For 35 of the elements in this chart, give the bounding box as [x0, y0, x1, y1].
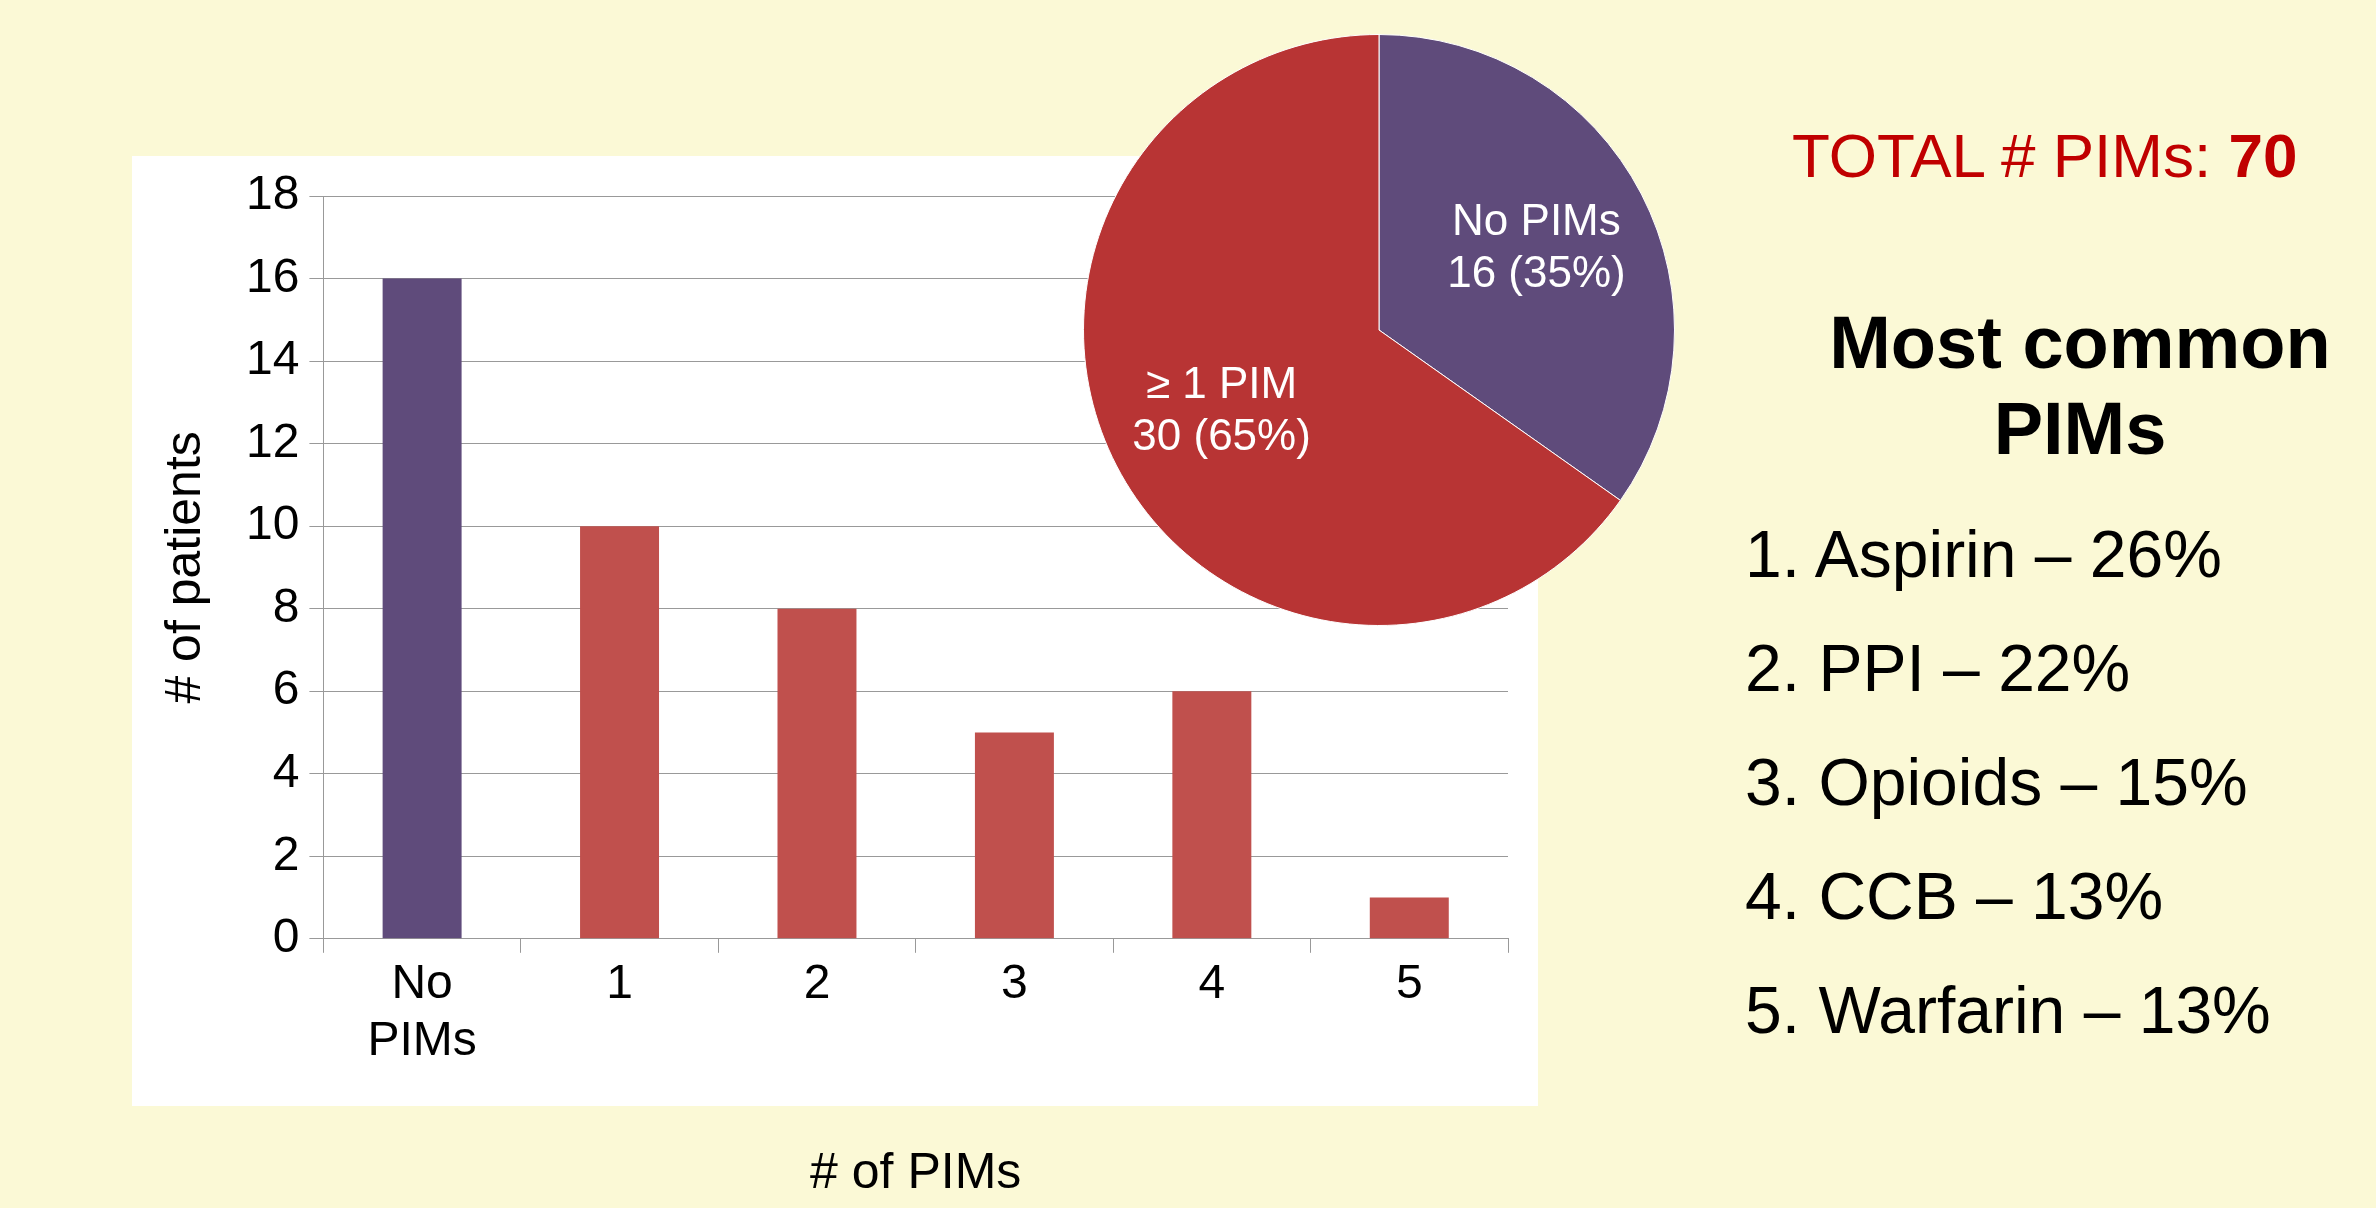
- y-tick-label: 18: [246, 166, 300, 220]
- data-label: 30 (65%): [1132, 409, 1311, 459]
- bar: [1369, 897, 1449, 939]
- text: 3. Opioids – 15%: [1745, 744, 2248, 820]
- x-tick-label: 2: [803, 954, 831, 1008]
- y-tick-label: 10: [246, 496, 300, 550]
- y-tick-label: 16: [246, 248, 300, 302]
- bar: [382, 278, 462, 939]
- x-tick-label: No PIMs: [367, 954, 477, 1066]
- x-tick-label: 4: [1198, 954, 1226, 1008]
- y-tick-label: 8: [272, 578, 300, 632]
- bar: [777, 608, 857, 939]
- bar: [580, 526, 660, 939]
- text: 1. Aspirin – 26%: [1745, 516, 2222, 592]
- text: 4. CCB – 13%: [1745, 858, 2164, 934]
- text: 5. Warfarin – 13%: [1745, 972, 2271, 1048]
- slice-label: No PIMs: [1452, 194, 1621, 244]
- text: 2. PPI – 22%: [1745, 630, 2131, 706]
- y-tick-label: 0: [272, 909, 300, 963]
- x-tick-label: 3: [1001, 954, 1028, 1008]
- y-tick-label: 14: [246, 331, 300, 385]
- bar: [974, 732, 1054, 939]
- y-tick-label: 2: [272, 826, 300, 880]
- y-tick-label: 6: [272, 661, 300, 715]
- text: TOTAL # PIMs: 70: [1792, 120, 2298, 191]
- y-tick-label: 4: [272, 743, 300, 797]
- y-tick-label: 12: [246, 413, 300, 467]
- bar: [1172, 691, 1252, 939]
- x-tick-label: 1: [606, 954, 633, 1008]
- slice-label: ≥ 1 PIM: [1145, 357, 1298, 407]
- y-axis-title: # of patients: [154, 431, 211, 704]
- x-tick-label: 5: [1395, 954, 1423, 1008]
- data-label: 16 (35%): [1447, 246, 1626, 296]
- x-axis-title: # of PIMs: [810, 1142, 1022, 1199]
- text: Most common PIMs: [1828, 300, 2332, 472]
